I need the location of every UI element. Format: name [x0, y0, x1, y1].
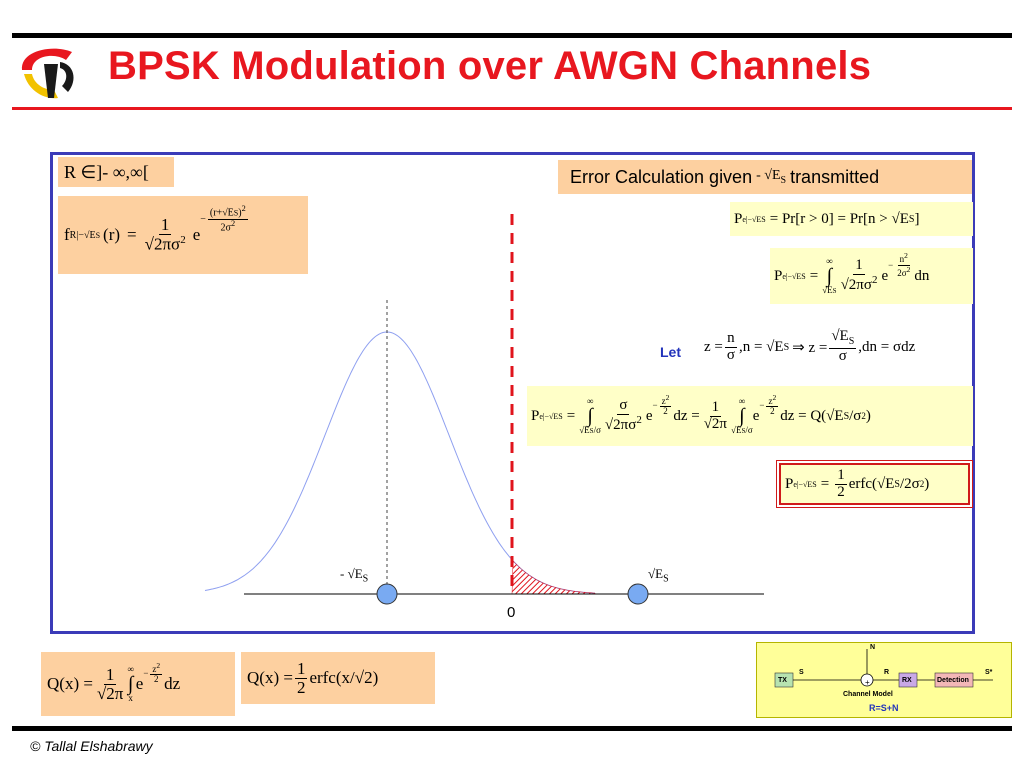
pos-symbol-point: [627, 583, 649, 605]
range-label: R ∈]- ∞,∞[: [58, 157, 174, 187]
q-function-definition: Q(x) = 1 √2π ∞ ∫ x e − z2 2 dz: [41, 652, 235, 716]
title-underline: [12, 107, 1012, 110]
s-signal-label: S: [799, 669, 804, 676]
tx-block: TX: [778, 677, 787, 684]
pdf-formula: f R|−√ES (r) = 1 √2πσ2 e − (r+√ES)2 2σ2: [58, 196, 308, 274]
footer-copyright: © Tallal Elshabrawy: [30, 738, 153, 754]
n-noise-label: N: [870, 644, 876, 651]
svg-text:+: +: [865, 678, 870, 687]
channel-model-diagram: + TX RX Detection S R N S* Channel Model…: [756, 642, 1012, 718]
neg-symbol-label: - √ES: [340, 566, 369, 585]
detection-block: Detection: [937, 677, 969, 684]
bottom-rule: [12, 726, 1012, 731]
main-frame: [50, 152, 975, 634]
rx-block: RX: [902, 677, 912, 684]
pos-symbol-label: √ES: [648, 566, 669, 585]
zero-label: 0: [507, 604, 516, 621]
channel-model-label: Channel Model: [843, 691, 893, 698]
error-region: [511, 560, 596, 595]
neg-symbol-point: [376, 583, 398, 605]
let-label: Let: [660, 344, 681, 360]
channel-relation: R=S+N: [869, 703, 899, 713]
gaussian-curve: [204, 331, 596, 594]
r-signal-label: R: [884, 669, 890, 676]
slide-title: BPSK Modulation over AWGN Channels: [108, 44, 872, 88]
top-rule: [12, 33, 1012, 38]
error-calculation-header: Error Calculation given - √ES transmitte…: [558, 160, 972, 194]
university-logo-icon: [21, 48, 74, 99]
s-hat-label: S*: [985, 669, 993, 676]
